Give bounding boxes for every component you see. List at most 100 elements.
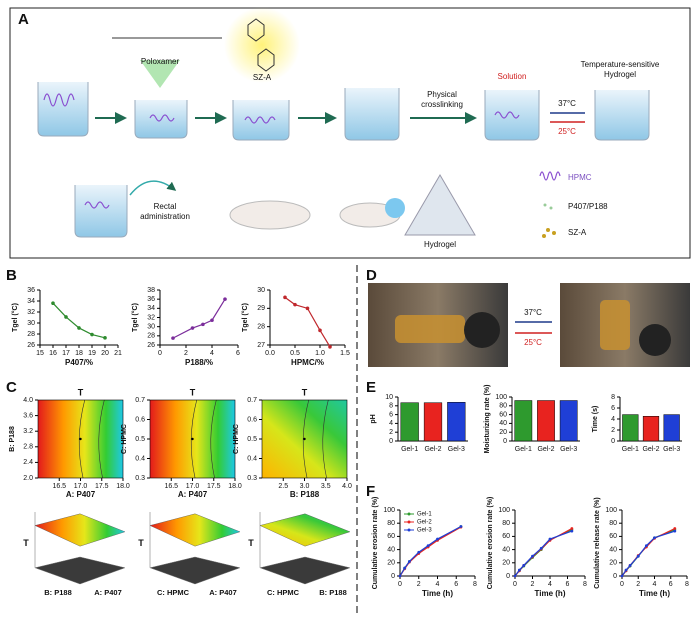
vial-cap — [464, 312, 500, 348]
panel-label: F — [366, 483, 375, 500]
y-tick-label: 30 — [27, 320, 35, 327]
point — [403, 566, 407, 570]
point — [210, 318, 214, 323]
x-axis-label: P407/% — [65, 358, 93, 367]
point — [77, 326, 81, 330]
line — [514, 527, 573, 577]
point — [531, 554, 534, 558]
y-tick-label: 60 — [387, 533, 395, 540]
x-tick-label: 2 — [417, 581, 421, 588]
x-tick-label: 19 — [88, 350, 96, 357]
point — [417, 550, 421, 554]
point — [51, 301, 55, 306]
label: Solution — [498, 72, 527, 81]
surface-top — [149, 513, 241, 547]
x-tick-label: 6 — [236, 350, 240, 357]
point — [64, 315, 68, 319]
legend-marker — [407, 520, 411, 524]
x-tick-label: 17.0 — [74, 483, 88, 490]
point — [305, 306, 310, 311]
x-tick-label: Gel-2 — [424, 446, 441, 453]
point — [459, 525, 463, 528]
y-tick-label: 100 — [495, 394, 507, 401]
y-tick-label: 6 — [611, 405, 615, 412]
label: 25°C — [558, 127, 576, 136]
y-tick-label: 0.3 — [247, 475, 257, 482]
x-tick-label: 3.5 — [321, 483, 331, 490]
y-tick-label: 40 — [387, 546, 395, 553]
sza-structure — [247, 18, 275, 72]
label: Hydrogel — [424, 240, 456, 249]
chart-title: T — [302, 387, 308, 397]
x-tick-label: 0 — [513, 581, 517, 588]
x-axis-label: Time (h) — [422, 589, 453, 598]
x-tick-label: 4 — [436, 581, 440, 588]
label: Rectal — [154, 202, 177, 211]
y-tick-label: 27 — [257, 342, 265, 349]
rectal-arrow — [129, 180, 177, 196]
y-tick-label: 100 — [383, 507, 395, 514]
panel-label: D — [366, 267, 377, 284]
y-tick-label: 2 — [611, 427, 615, 434]
x-tick-label: 6 — [669, 581, 673, 588]
y-axis-label: B: P188 — [9, 426, 16, 452]
label: SZ-A — [253, 73, 272, 82]
x-tick-label: Gel-3 — [560, 446, 577, 453]
beakers — [37, 82, 650, 238]
y-tick-label: 2 — [389, 429, 393, 436]
x-tick-label: 4 — [548, 581, 552, 588]
x-tick-label: 17 — [62, 350, 70, 357]
x-tick-label: 6 — [566, 581, 570, 588]
y-tick-label: 32 — [147, 314, 155, 321]
x-axis-label: B: P188 — [290, 490, 320, 499]
vial — [600, 300, 630, 350]
x-tick-label: 0 — [158, 350, 162, 357]
y-tick-label: 0.7 — [135, 397, 145, 404]
point — [223, 297, 227, 301]
x-tick-label: 16 — [49, 350, 57, 357]
x-axis-label: P188/% — [185, 358, 213, 367]
legend-dots — [542, 203, 556, 238]
point — [548, 537, 552, 541]
x-axis-label: B: P188 — [44, 588, 72, 597]
legend-label: Gel-2 — [417, 520, 432, 526]
bar — [447, 402, 466, 442]
y-tick-label: 100 — [605, 507, 617, 514]
label: Hydrogel — [604, 70, 636, 79]
y-tick-label: 3.2 — [23, 428, 33, 435]
x-tick-label: 16.5 — [164, 483, 178, 490]
y-tick-label: 80 — [609, 520, 617, 527]
point — [90, 332, 94, 337]
sza-glow — [224, 7, 300, 83]
y-tick-label: 26 — [147, 342, 155, 349]
x-tick-label: 17.5 — [95, 483, 109, 490]
y-tick-label: 3.6 — [23, 412, 33, 419]
contour-line — [322, 399, 329, 479]
y-tick-label: 36 — [27, 287, 35, 294]
y-tick-label: 80 — [502, 520, 510, 527]
y-tick-label: 0 — [506, 573, 510, 580]
point — [620, 574, 624, 578]
x-axis-label: A: P407 — [178, 490, 208, 499]
x-axis-label: A: P407 — [66, 490, 96, 499]
z-axis-label: T — [248, 538, 254, 548]
y-tick-label: 0.3 — [135, 475, 145, 482]
legend-marker — [407, 512, 411, 516]
z-axis-label: T — [23, 538, 29, 548]
y-axis-label: Cumulative erosion rate (%) — [372, 497, 379, 590]
x-tick-label: 18.0 — [116, 483, 130, 490]
x-tick-label: 4 — [653, 581, 657, 588]
x-tick-label: 0 — [620, 581, 624, 588]
x-tick-label: 6 — [454, 581, 458, 588]
point — [190, 326, 195, 330]
label: Poloxamer — [141, 57, 180, 66]
y-tick-label: 0.4 — [247, 455, 257, 462]
y-tick-label: 0 — [389, 438, 393, 445]
bar — [537, 400, 555, 442]
y-tick-label: 28 — [147, 333, 155, 340]
line — [514, 530, 573, 577]
x-axis-label: HPMC/% — [291, 358, 324, 367]
point — [328, 345, 332, 349]
y-tick-label: 30 — [147, 324, 155, 331]
